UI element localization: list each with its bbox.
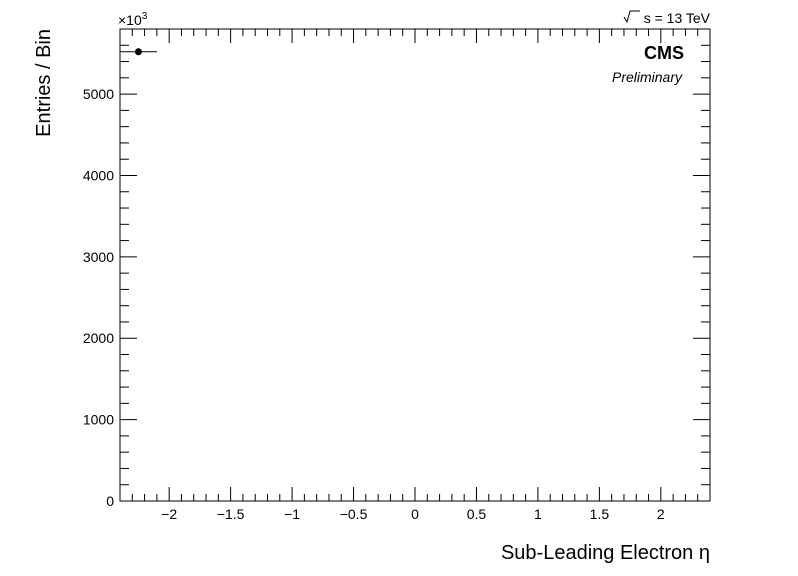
x-tick-label: 0.5 bbox=[467, 506, 487, 522]
x-tick-label: −0.5 bbox=[340, 506, 368, 522]
x-tick-label: 2 bbox=[657, 506, 665, 522]
status-label: Preliminary bbox=[612, 69, 683, 85]
y-tick-label: 2000 bbox=[83, 330, 114, 346]
y-tick-label: 3000 bbox=[83, 249, 114, 265]
data-points bbox=[120, 48, 157, 56]
energy-symbol: s bbox=[644, 10, 651, 26]
x-tick-label: 0 bbox=[411, 506, 419, 522]
y-tick-label: 5000 bbox=[83, 86, 114, 102]
x-tick-label: −1.5 bbox=[217, 506, 245, 522]
y-axis-title: Entries / Bin bbox=[33, 29, 55, 137]
y-tick-label: 1000 bbox=[83, 412, 114, 428]
energy-label: s = 13 TeV bbox=[623, 10, 711, 26]
x-tick-label: −2 bbox=[161, 506, 177, 522]
y-axis-multiplier: ×103 bbox=[118, 11, 148, 28]
sqrt-sign bbox=[623, 10, 640, 24]
x-axis-title: Sub-Leading Electron η bbox=[501, 542, 710, 564]
x-tick-label: 1.5 bbox=[590, 506, 610, 522]
y-tick-label: 4000 bbox=[83, 167, 114, 183]
x-tick-label: −1 bbox=[284, 506, 300, 522]
data-point bbox=[134, 48, 142, 56]
y-axis-ticks: 0 1000 2000 3000 4000 5000 bbox=[83, 28, 710, 509]
y-tick-label: 0 bbox=[106, 493, 114, 509]
x-tick-label: 1 bbox=[534, 506, 542, 522]
svg-text:s = 13 TeV: s = 13 TeV bbox=[644, 10, 711, 26]
x-axis-ticks: −2 −1.5 −1 −0.5 0 0.5 1 1.5 2 bbox=[119, 29, 711, 522]
experiment-label: CMS bbox=[644, 43, 684, 63]
energy-value: = 13 TeV bbox=[651, 10, 711, 26]
plot-frame bbox=[119, 28, 711, 502]
